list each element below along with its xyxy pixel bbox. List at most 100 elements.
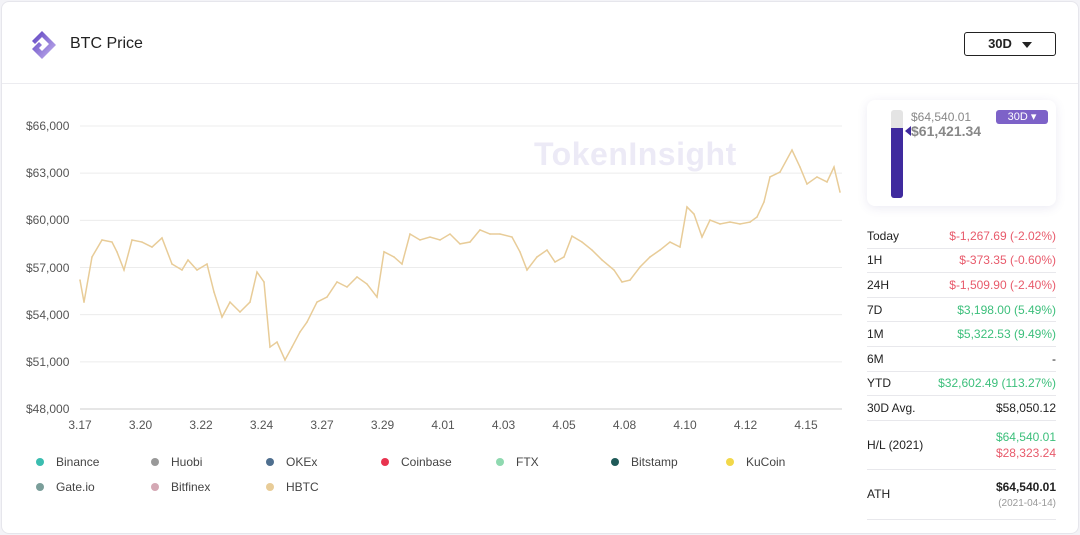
data-point (469, 241, 471, 243)
legend-item-bitfinex[interactable]: Bitfinex (151, 480, 210, 494)
data-point (306, 321, 308, 323)
data-point (679, 246, 681, 248)
data-point (111, 241, 113, 243)
data-point (511, 236, 513, 238)
data-point (123, 269, 125, 271)
legend-label: HBTC (286, 480, 319, 494)
legend-label: Coinbase (401, 455, 452, 469)
legend-item-huobi[interactable]: Huobi (151, 455, 202, 469)
x-tick-label: 3.29 (370, 418, 395, 432)
x-tick-label: 3.20 (128, 418, 153, 432)
ath-date: (2021-04-14) (998, 497, 1056, 509)
data-point (769, 176, 771, 178)
ath-value: $64,540.01 (995, 479, 1056, 494)
stat-label: 6M (867, 351, 884, 366)
data-point (299, 331, 301, 333)
data-point (554, 261, 556, 263)
data-point (187, 259, 189, 261)
stat-label: 24H (867, 277, 890, 292)
data-point (519, 251, 521, 253)
legend-dot-icon (266, 483, 274, 491)
data-point (499, 233, 501, 235)
data-point (229, 301, 231, 303)
legend-item-ftx[interactable]: FTX (496, 455, 539, 469)
data-point (669, 241, 671, 243)
y-tick-label: $48,000 (26, 402, 70, 416)
data-point (601, 259, 603, 261)
legend-dot-icon (36, 458, 44, 466)
data-point (489, 233, 491, 235)
stat-label: H/L (2021) (867, 437, 924, 452)
data-point (346, 286, 348, 288)
data-point (181, 269, 183, 271)
legend-item-okex[interactable]: OKEx (266, 455, 317, 469)
legend-label: Bitstamp (631, 455, 678, 469)
legend-dot-icon (151, 483, 159, 491)
data-point (213, 291, 215, 293)
data-point (79, 279, 81, 281)
legend-dot-icon (151, 458, 159, 466)
stat-value: $58,050.12 (995, 400, 1056, 415)
legend-dot-icon (496, 458, 504, 466)
y-tick-label: $66,000 (26, 119, 70, 133)
stat-label: 7D (867, 302, 883, 317)
legend-item-bitstamp[interactable]: Bitstamp (611, 455, 678, 469)
legend-dot-icon (726, 458, 734, 466)
y-tick-label: $51,000 (26, 354, 70, 369)
data-point (729, 221, 731, 223)
data-point (563, 256, 565, 258)
gauge-range-dropdown[interactable]: 30D ▾ (996, 110, 1048, 124)
data-point (196, 269, 198, 271)
legend-item-binance[interactable]: Binance (36, 455, 99, 469)
data-point (826, 181, 828, 183)
stat-row-ath: ATH $64,540.01 (2021-04-14) (867, 470, 1056, 520)
data-point (161, 237, 163, 239)
data-point (276, 341, 278, 343)
data-point (284, 359, 286, 361)
data-point (779, 171, 781, 173)
legend-item-coinbase[interactable]: Coinbase (381, 455, 452, 469)
data-point (376, 296, 378, 298)
data-point (791, 149, 793, 151)
data-point (101, 239, 103, 241)
price-chart: $66,000 $63,000 $60,000 $57,000 $54,000 $51,0… (2, 92, 852, 432)
range-label: 30D (988, 36, 1012, 51)
data-point (269, 346, 271, 348)
data-point (546, 249, 548, 251)
gauge-current: $61,421.34 (911, 123, 982, 139)
stat-row: 1M $5,322.53 (9.49%) (867, 322, 1056, 347)
data-point (171, 263, 173, 265)
caret-down-icon (1021, 41, 1032, 48)
tokeninsight-logo-icon (32, 31, 56, 59)
gauge-range-label: 30D (1007, 111, 1028, 123)
data-point (621, 281, 623, 283)
legend-label: Huobi (171, 455, 203, 469)
legend-item-kucoin[interactable]: KuCoin (726, 455, 785, 469)
x-tick-label: 4.15 (794, 418, 818, 432)
data-point (249, 301, 251, 303)
stat-row: 24H $-1,509.90 (-2.40%) (867, 273, 1056, 298)
high-value: $64,540.01 (995, 429, 1056, 444)
data-point (613, 269, 615, 271)
data-point (221, 316, 223, 318)
y-tick-label: $54,000 (26, 307, 70, 322)
legend-label: Bitfinex (171, 480, 211, 494)
stats-table: Today $-1,267.69 (-2.02%) 1H $-373.35 (-0.6… (867, 224, 1056, 520)
data-point (649, 256, 651, 258)
data-point (91, 256, 93, 258)
data-point (799, 166, 801, 168)
data-point (83, 301, 85, 303)
range-dropdown[interactable]: 30D (964, 32, 1056, 56)
stat-value: $-1,509.90 (-2.40%) (949, 277, 1056, 292)
stat-row: 1H $-373.35 (-0.60%) (867, 249, 1056, 274)
data-point (429, 236, 431, 238)
data-point (131, 239, 133, 241)
x-tick-label: 4.01 (431, 418, 455, 432)
legend-item-gate-io[interactable]: Gate.io (36, 480, 95, 494)
data-point (763, 201, 765, 203)
legend-item-hbtc[interactable]: HBTC (266, 480, 319, 494)
pointer-icon (905, 126, 911, 136)
data-point (571, 235, 573, 237)
y-tick-label: $57,000 (26, 260, 70, 275)
data-point (151, 246, 153, 248)
